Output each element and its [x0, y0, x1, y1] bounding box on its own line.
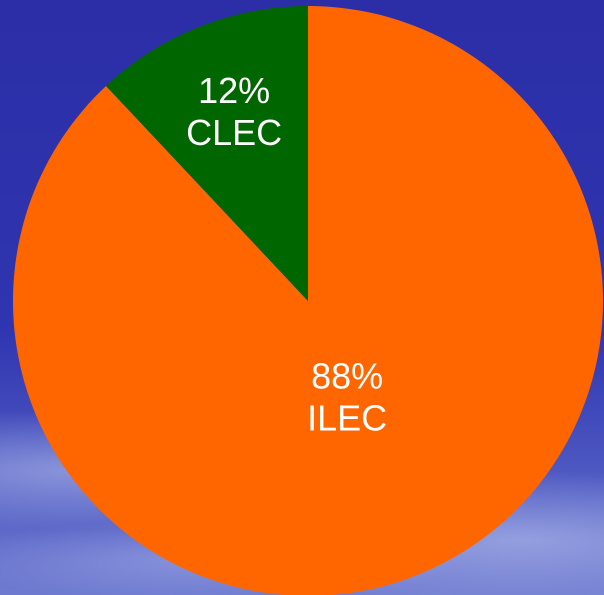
- pie-slice: [106, 6, 309, 301]
- slice-value-label: 88%: [311, 355, 383, 396]
- pie-slice: [13, 6, 603, 595]
- slice-category-label: CLEC: [186, 112, 282, 153]
- slice-value-label: 12%: [198, 70, 270, 111]
- slice-category-label: ILEC: [307, 397, 387, 438]
